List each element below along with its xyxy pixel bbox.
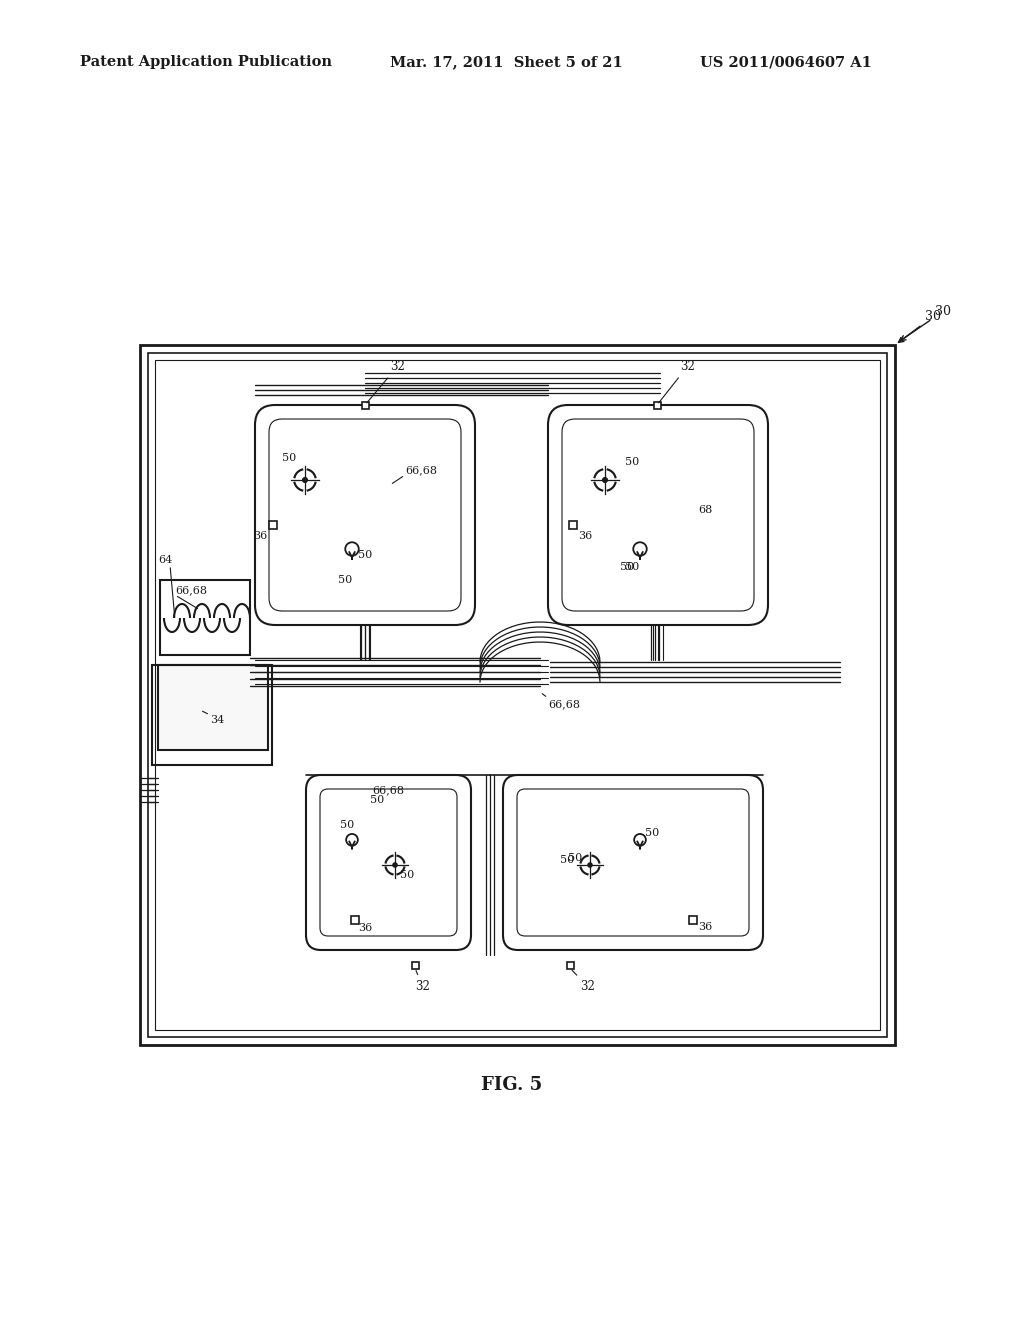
Circle shape [603, 478, 607, 482]
Text: 50: 50 [338, 576, 352, 585]
Text: Patent Application Publication: Patent Application Publication [80, 55, 332, 69]
Text: 66,68: 66,68 [372, 785, 404, 795]
Text: 32: 32 [572, 970, 595, 993]
Text: 68: 68 [698, 506, 713, 515]
Bar [689, 916, 697, 924]
Text: 66,68: 66,68 [175, 585, 207, 595]
Text: 50: 50 [620, 562, 634, 572]
Bar [412, 961, 419, 969]
Text: 34: 34 [210, 715, 224, 725]
Bar [140, 345, 895, 1045]
Bar [361, 401, 369, 408]
Circle shape [588, 863, 592, 867]
Text: 32: 32 [415, 970, 430, 993]
Circle shape [393, 863, 397, 867]
Text: 36: 36 [253, 531, 267, 541]
Bar [351, 916, 359, 924]
Text: 50: 50 [370, 795, 384, 805]
Text: 30: 30 [898, 310, 941, 342]
Bar [158, 665, 268, 750]
Circle shape [303, 478, 307, 482]
Bar [148, 352, 887, 1038]
Text: 36: 36 [358, 923, 373, 933]
Text: 32: 32 [367, 360, 404, 403]
Text: FIG. 5: FIG. 5 [481, 1076, 543, 1094]
Text: 66,68: 66,68 [548, 700, 580, 709]
Text: 50: 50 [340, 820, 354, 830]
Bar [160, 579, 250, 655]
Text: 50: 50 [645, 828, 659, 838]
Text: 50: 50 [358, 550, 373, 560]
Bar [269, 521, 278, 529]
Text: 50: 50 [568, 853, 583, 863]
Text: 50: 50 [560, 855, 574, 865]
Text: 66,68: 66,68 [406, 465, 437, 475]
Text: US 2011/0064607 A1: US 2011/0064607 A1 [700, 55, 871, 69]
Text: 64: 64 [158, 554, 172, 565]
Bar [566, 961, 573, 969]
Text: 50: 50 [400, 870, 415, 880]
Text: Mar. 17, 2011  Sheet 5 of 21: Mar. 17, 2011 Sheet 5 of 21 [390, 55, 623, 69]
Bar [155, 360, 880, 1030]
Text: 36: 36 [698, 921, 713, 932]
Text: 32: 32 [658, 360, 695, 403]
Bar [653, 401, 660, 408]
Text: 50: 50 [282, 453, 296, 463]
Text: 36: 36 [578, 531, 592, 541]
Text: 50: 50 [625, 457, 639, 467]
Bar [152, 665, 272, 766]
Text: 30: 30 [900, 305, 951, 341]
Text: 50: 50 [625, 562, 639, 572]
Bar [569, 521, 577, 529]
